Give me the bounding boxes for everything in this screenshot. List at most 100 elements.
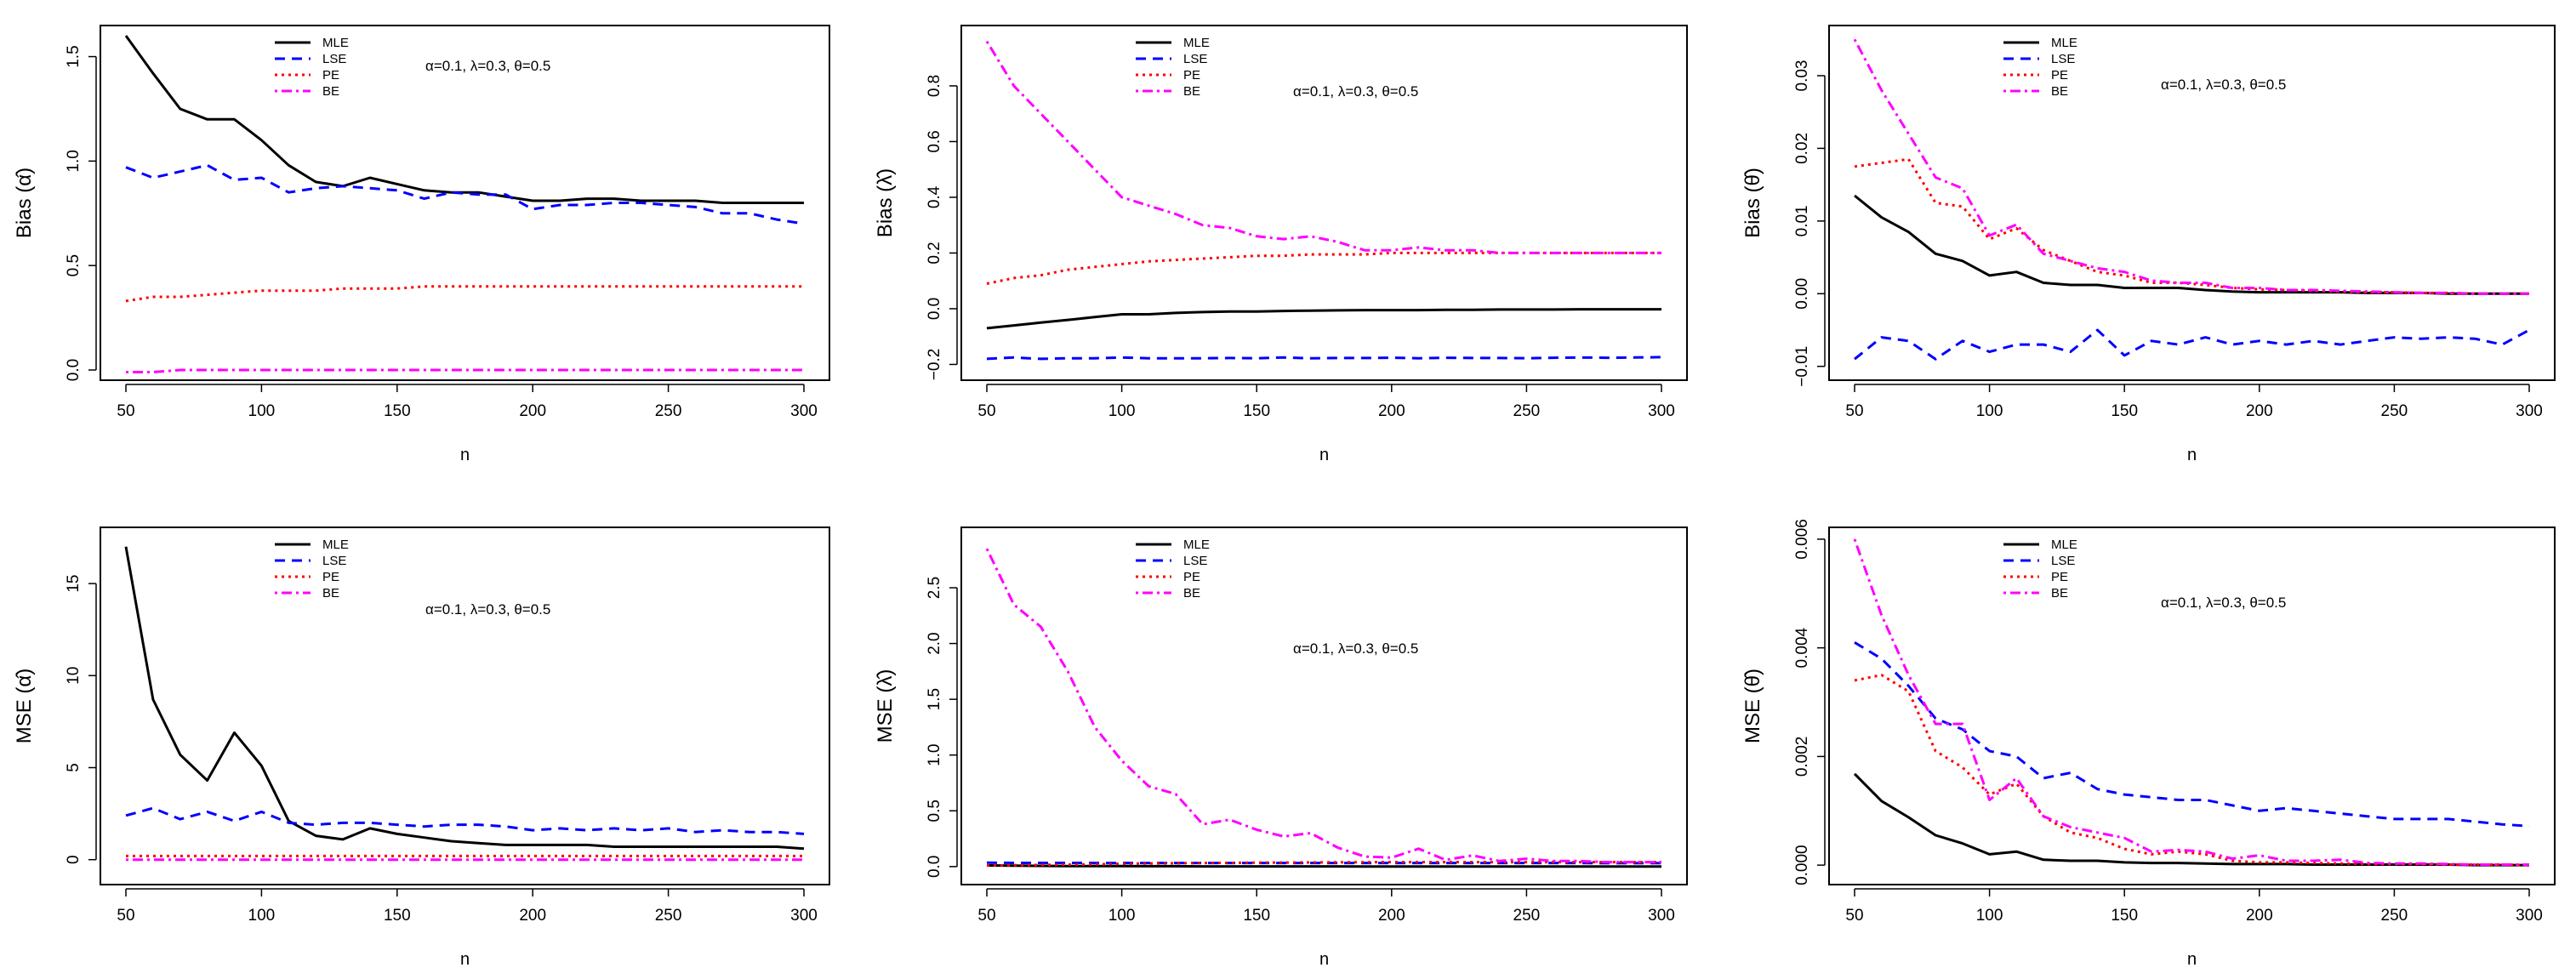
series-line-be: [1853, 38, 2529, 295]
x-tick-label: 300: [1648, 907, 1675, 925]
x-tick-label: 300: [1648, 402, 1675, 420]
y-axis-label-close: ): [13, 168, 36, 174]
y-tick-label: 0.01: [1793, 205, 1811, 236]
y-tick-label: 0.6: [926, 130, 943, 152]
y-axis-label-base: MSE (: [13, 687, 36, 744]
annotation: α=0.1, λ=0.3, θ=0.5: [2161, 595, 2286, 611]
y-tick-label: 0.002: [1793, 737, 1811, 777]
legend-label-pe: PE: [1183, 68, 1200, 83]
y-tick-label: −0.2: [926, 349, 943, 381]
annotation: α=0.1, λ=0.3, θ=0.5: [2161, 77, 2286, 93]
legend-label-be: BE: [2051, 84, 2068, 99]
series-line-be: [126, 368, 804, 373]
legend-label-mle: MLE: [1183, 538, 1210, 552]
x-tick-label: 250: [1513, 402, 1541, 420]
series-group: [985, 40, 1662, 361]
x-axis: 50 100 150 200 250 300: [117, 888, 818, 925]
x-tick-label: 100: [1976, 907, 2003, 925]
x-tick-label: 150: [2111, 907, 2138, 925]
y-axis-label-symbol: α̂: [13, 171, 36, 186]
x-axis-label: n: [460, 950, 470, 969]
legend-label-lse: LSE: [2051, 52, 2075, 66]
x-tick-label: 250: [2381, 907, 2408, 925]
panel-bias-theta: 50 100 150 200 250 300 n −0.01 0.00 0.01 0.02 0.03 B…: [1741, 25, 2556, 464]
series-group: [985, 548, 1661, 868]
y-tick-label: 0.0: [926, 856, 943, 878]
y-axis-label-base: Bias (: [874, 185, 897, 237]
y-axis-label-close: ): [13, 669, 36, 675]
legend-label-pe: PE: [2051, 570, 2068, 584]
y-axis-label: MSE (α̂): [13, 669, 36, 744]
x-tick-label: 50: [977, 907, 995, 925]
y-tick-label: 1.0: [926, 743, 943, 766]
x-axis-label: n: [1319, 950, 1329, 969]
legend-label-mle: MLE: [1183, 36, 1210, 50]
y-tick-label: 0.03: [1793, 60, 1811, 91]
y-axis-label-close: ): [1741, 669, 1764, 675]
y-axis-label-symbol: θ̂: [1741, 171, 1764, 185]
legend-label-be: BE: [322, 84, 339, 99]
panel-mse-alpha: 50 100 150 200 250 300 n 0 5 10 15 MSE (α̂) MLE LSE PE…: [13, 526, 830, 969]
legend-label-be: BE: [1183, 84, 1200, 99]
y-axis-label-close: ): [874, 168, 897, 175]
y-tick-label: 0.5: [926, 800, 943, 822]
y-axis: 0.0 0.5 1.0 1.5 2.0 2.5: [926, 577, 958, 878]
x-tick-label: 100: [1108, 402, 1136, 420]
x-tick-label: 300: [2516, 402, 2543, 420]
x-tick-label: 50: [977, 402, 995, 420]
annotation: α=0.1, λ=0.3, θ=0.5: [425, 58, 550, 74]
legend-label-mle: MLE: [2051, 538, 2077, 552]
panel-bias-alpha: 50 100 150 200 250 300 n 0.0 0.5 1.0 1.5 Bias (α̂) M…: [13, 25, 830, 464]
plot-frame: [100, 25, 830, 381]
y-tick-label: 0.0: [65, 359, 83, 381]
series-line-lse: [1854, 641, 2530, 828]
x-tick-label: 150: [384, 907, 411, 925]
y-axis-label-close: ): [874, 669, 897, 676]
y-axis: 0 5 10 15: [65, 575, 97, 864]
series-line-pe: [1854, 157, 2529, 295]
plot-frame: [100, 526, 830, 885]
y-axis-label-symbol: λ̂: [874, 172, 897, 185]
y-tick-label: −0.01: [1793, 346, 1811, 387]
panel-bias-lambda: 50 100 150 200 250 300 n −0.2 0.0 0.2 0.4 0.6 0.8 Bia…: [874, 25, 1688, 464]
x-tick-label: 200: [1378, 907, 1405, 925]
x-tick-label: 150: [1243, 402, 1270, 420]
y-axis-label: Bias (λ̂): [874, 168, 897, 237]
series-line-mle: [124, 546, 805, 851]
y-tick-label: 10: [65, 667, 83, 685]
legend-label-be: BE: [322, 586, 339, 600]
annotation: α=0.1, λ=0.3, θ=0.5: [1293, 640, 1418, 657]
x-tick-label: 250: [655, 907, 682, 925]
series-line-mle: [986, 308, 1661, 330]
y-tick-label: 0.004: [1793, 627, 1811, 668]
series-line-be: [985, 548, 1661, 864]
y-tick-label: 1.5: [926, 688, 943, 710]
x-tick-label: 200: [519, 402, 546, 420]
plot-frame: [1828, 25, 2556, 381]
series-line-lse: [125, 806, 805, 835]
legend-label-lse: LSE: [1183, 554, 1207, 568]
y-tick-label: 0.000: [1793, 845, 1811, 885]
x-axis: 50 100 150 200 250 300: [117, 384, 818, 420]
legend-label-lse: LSE: [322, 52, 346, 66]
x-tick-label: 50: [117, 402, 134, 420]
series-line-be: [985, 40, 1661, 254]
x-tick-label: 50: [1845, 402, 1863, 420]
y-axis-label-base: MSE (: [1741, 686, 1764, 743]
legend-label-lse: LSE: [1183, 52, 1207, 66]
series-line-mle: [986, 864, 1661, 868]
x-tick-label: 300: [2516, 907, 2543, 925]
x-axis-label: n: [2187, 950, 2197, 969]
series-line-pe: [986, 251, 1661, 285]
legend-label-mle: MLE: [2051, 36, 2077, 50]
x-axis: 50 100 150 200 250 300: [977, 384, 1675, 420]
legend-label-pe: PE: [322, 570, 339, 584]
y-axis-label-close: ): [1741, 168, 1764, 174]
annotation: α=0.1, λ=0.3, θ=0.5: [1293, 83, 1418, 100]
y-tick-label: 0.4: [926, 185, 943, 208]
y-tick-label: 2.0: [926, 632, 943, 654]
x-tick-label: 300: [790, 907, 818, 925]
y-tick-label: 0.02: [1793, 133, 1811, 164]
